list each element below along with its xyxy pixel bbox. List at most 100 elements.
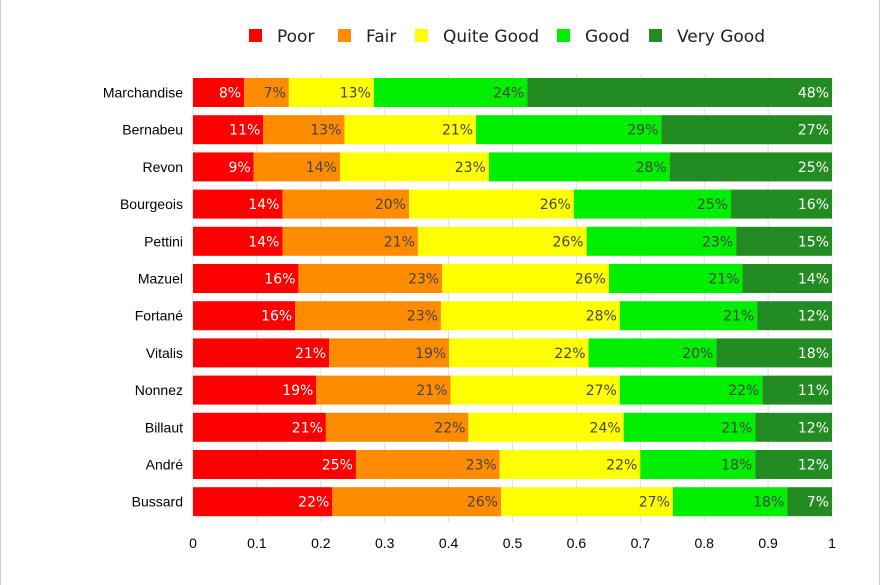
grid-lines xyxy=(192,75,833,522)
data-label: 24% xyxy=(590,420,621,436)
bar-segment xyxy=(442,264,609,293)
bar-segment xyxy=(417,226,587,256)
data-label: 12% xyxy=(798,309,829,325)
bar-segment xyxy=(298,264,443,293)
data-label: 22% xyxy=(554,346,585,362)
data-label: 16% xyxy=(264,272,295,288)
bar-segment xyxy=(736,226,832,256)
x-tick-label: 0.6 xyxy=(567,535,587,551)
data-label: 27% xyxy=(798,123,829,139)
category-label: Fortané xyxy=(135,308,183,324)
bar-segment xyxy=(669,152,832,182)
data-label: 22% xyxy=(298,495,329,511)
data-label: 13% xyxy=(310,123,341,139)
x-tick-label: 0.8 xyxy=(694,535,714,551)
data-label: 28% xyxy=(636,160,667,176)
bar-segment xyxy=(344,115,477,145)
bar-segment xyxy=(573,189,732,219)
data-label: 19% xyxy=(415,346,446,362)
category-label: Bussard xyxy=(132,494,183,510)
data-label: 14% xyxy=(306,160,337,176)
data-label: 12% xyxy=(798,420,829,436)
bar-segment xyxy=(193,375,317,405)
data-label: 23% xyxy=(455,160,486,176)
bar-segment xyxy=(193,226,283,256)
x-tick-label: 0.7 xyxy=(631,535,651,551)
legend-swatch xyxy=(649,29,662,42)
legend-swatch xyxy=(249,29,262,42)
legend-label: Very Good xyxy=(677,27,765,47)
bar-segment xyxy=(244,78,289,107)
bar-segment xyxy=(325,412,469,442)
data-label: 21% xyxy=(708,272,739,288)
data-label: 23% xyxy=(466,458,497,474)
bar-segment xyxy=(500,487,673,517)
bar-segment xyxy=(661,115,832,145)
bar-segment xyxy=(588,338,717,368)
bar-segment xyxy=(282,189,409,219)
bar-segment xyxy=(731,189,832,219)
bar-segment xyxy=(408,189,574,219)
data-label: 28% xyxy=(586,309,617,325)
bar-segment xyxy=(527,78,832,107)
data-label: 22% xyxy=(728,383,759,399)
x-axis-ticks: 0 0.1 0.2 0.3 0.4 0.5 0.6 0.7 0.8 0.9 1 xyxy=(189,535,836,551)
bar-segment xyxy=(742,264,832,293)
data-label: 11% xyxy=(229,123,260,139)
legend-swatch xyxy=(557,29,570,42)
category-label: Vitalis xyxy=(146,345,183,361)
data-label: 19% xyxy=(282,383,313,399)
data-label: 21% xyxy=(723,309,754,325)
data-label: 21% xyxy=(721,420,752,436)
bar-segment xyxy=(640,450,756,479)
bar-segment xyxy=(608,264,743,293)
data-label: 48% xyxy=(798,86,829,102)
data-label: 26% xyxy=(540,197,571,213)
bar-segment xyxy=(339,152,489,182)
bars xyxy=(193,78,832,517)
bar-segment xyxy=(623,412,756,442)
data-label: 23% xyxy=(407,309,438,325)
data-label: 14% xyxy=(798,272,829,288)
x-tick-label: 0.9 xyxy=(758,535,778,551)
data-label: 14% xyxy=(248,197,279,213)
category-label: Bourgeois xyxy=(120,196,183,212)
legend-swatch xyxy=(338,29,351,42)
data-label: 25% xyxy=(798,160,829,176)
data-label: 20% xyxy=(682,346,713,362)
data-label: 18% xyxy=(721,458,752,474)
data-label: 22% xyxy=(606,458,637,474)
data-label: 8% xyxy=(219,86,241,102)
data-label: 16% xyxy=(261,309,292,325)
bar-segment xyxy=(288,78,374,107)
legend-label: Fair xyxy=(366,27,396,47)
bar-segment xyxy=(193,115,264,145)
category-labels: Marchandise Bernabeu Revon Bourgeois Pettini… xyxy=(103,85,183,510)
bar-segment xyxy=(329,338,450,368)
x-tick-label: 0.2 xyxy=(311,535,331,551)
category-label: Pettini xyxy=(144,233,183,249)
data-label: 21% xyxy=(442,123,473,139)
legend-swatch xyxy=(415,29,428,42)
data-label: 11% xyxy=(798,383,829,399)
data-label: 12% xyxy=(798,458,829,474)
bar-segment xyxy=(316,375,451,405)
bar-segment xyxy=(450,375,620,405)
x-tick-label: 0.5 xyxy=(503,535,523,551)
bar-segment xyxy=(253,152,340,182)
x-tick-label: 0 xyxy=(189,535,197,551)
x-tick-label: 1 xyxy=(828,535,836,551)
data-label: 16% xyxy=(798,197,829,213)
data-label: 18% xyxy=(798,346,829,362)
data-label: 14% xyxy=(248,234,279,250)
bar-segment xyxy=(263,115,345,145)
data-label: 22% xyxy=(434,420,465,436)
legend-label: Quite Good xyxy=(443,27,539,47)
bar-segment xyxy=(295,301,441,331)
bar-segment xyxy=(619,375,763,405)
category-label: Mazuel xyxy=(138,271,183,287)
data-label: 9% xyxy=(228,160,250,176)
bar-segment xyxy=(476,115,662,145)
x-tick-label: 0.1 xyxy=(247,535,267,551)
data-label: 18% xyxy=(753,495,784,511)
